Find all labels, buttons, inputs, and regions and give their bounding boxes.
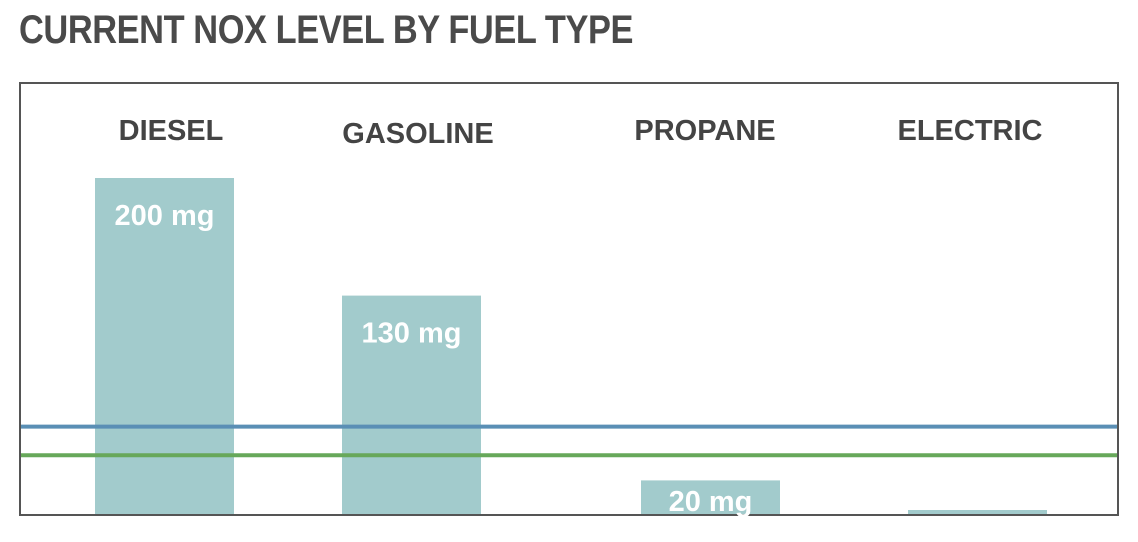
category-label-gasoline: GASOLINE: [342, 118, 493, 150]
value-label-gasoline: 130 mg: [362, 318, 462, 350]
category-label-electric: ELECTRIC: [898, 115, 1043, 147]
bar-electric: [908, 510, 1047, 514]
bar-gasoline: [342, 295, 481, 514]
bar-diesel: [95, 178, 234, 514]
category-label-diesel: DIESEL: [119, 115, 224, 147]
value-label-diesel: 200 mg: [115, 200, 215, 232]
value-label-electric: 0 mg: [944, 478, 1012, 510]
chart-title: CURRENT NOX LEVEL BY FUEL TYPE: [19, 8, 634, 52]
value-label-propane: 20 mg: [669, 486, 753, 518]
bar-propane: [641, 480, 780, 514]
category-label-propane: PROPANE: [634, 115, 775, 147]
